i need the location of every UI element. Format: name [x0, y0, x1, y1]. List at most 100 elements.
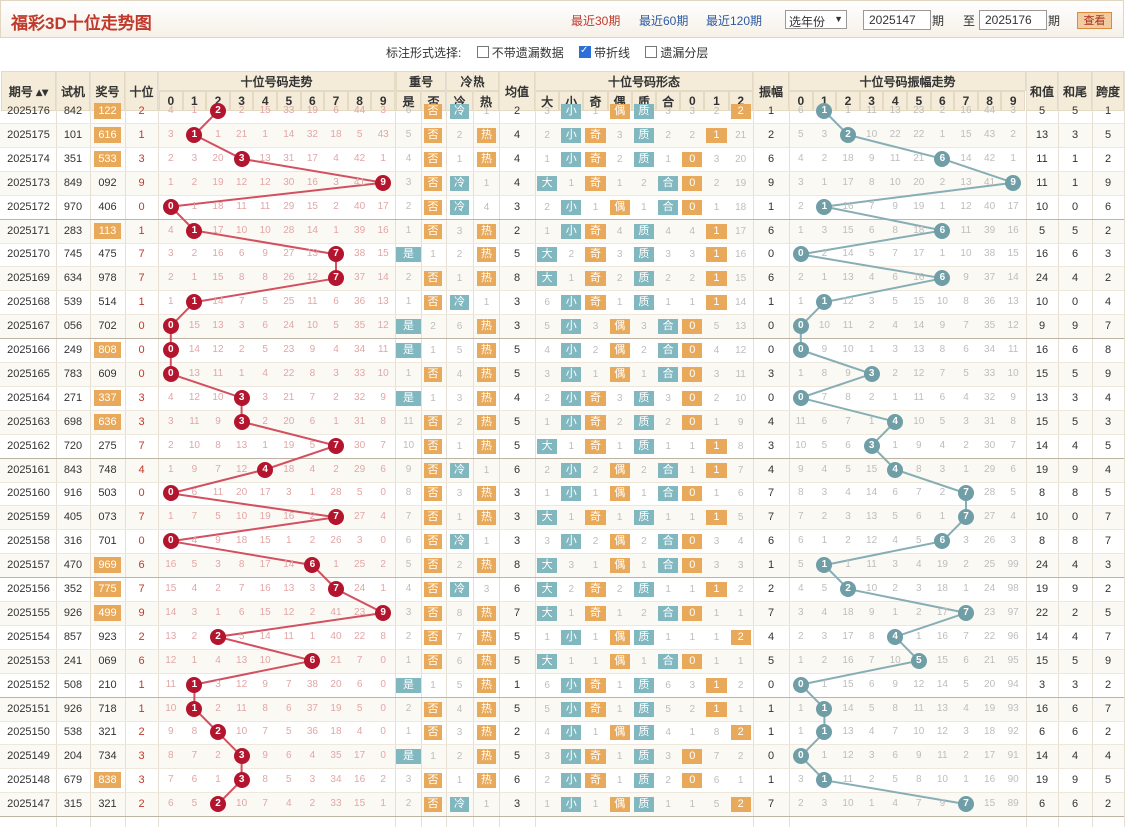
amp-miss: 17: [936, 606, 948, 618]
trend-miss: 9: [215, 415, 221, 427]
amp-miss: 3: [892, 344, 898, 355]
header-amp-digit: 3: [859, 91, 884, 111]
form-composite: 2: [665, 273, 671, 285]
amp-cell: 3: [767, 367, 775, 380]
tail-cell: 5: [1071, 415, 1079, 428]
form-big: 大: [537, 175, 558, 191]
issue-cell: 2025174: [7, 152, 50, 165]
row-divider: [0, 194, 1124, 196]
form-composite: 合: [658, 558, 679, 574]
amp-miss: 2: [963, 750, 969, 762]
header-span: 跨度: [1092, 71, 1124, 111]
ten-cell: 1: [138, 224, 145, 237]
form-prime: 质: [633, 271, 654, 287]
amp-miss: 12: [960, 200, 972, 212]
issue-cell: 2025159: [7, 511, 50, 524]
trial-cell: 857: [63, 630, 83, 643]
form-odd: 1: [592, 106, 599, 117]
tail-cell: 6: [1071, 798, 1079, 811]
trend-miss: 28: [330, 487, 342, 499]
option-polyline[interactable]: 带折线: [579, 44, 630, 61]
repeat-no-cell: 2: [430, 321, 436, 333]
form-r3: 0: [682, 366, 703, 382]
trend-miss: 8: [191, 726, 198, 738]
form-odd: 奇: [585, 295, 606, 311]
form-even: 1: [616, 679, 623, 691]
span-cell: 2: [1104, 678, 1112, 691]
period-to-input[interactable]: 2025176: [979, 10, 1047, 30]
recent-120-link[interactable]: 最近120期: [706, 14, 763, 28]
amp-ball: 6: [934, 270, 951, 287]
checkbox-no-miss[interactable]: [476, 46, 489, 58]
amp-miss: 10: [866, 128, 878, 140]
form-prime: 1: [641, 201, 647, 213]
amp-miss: 11: [913, 702, 924, 714]
trend-miss: 1: [262, 439, 268, 451]
period-from-input[interactable]: 2025147: [863, 10, 931, 30]
header-form-col: 1: [704, 91, 729, 111]
repeat-no-cell: 否: [424, 175, 442, 191]
amp-cell: 6: [767, 224, 775, 237]
form-r3: 13: [735, 321, 747, 333]
amp-miss: 2: [798, 200, 804, 212]
trend-miss: 7: [191, 750, 198, 762]
checkbox-layered[interactable]: [645, 46, 658, 58]
tail-cell: 5: [1071, 105, 1079, 117]
column-divider: [1058, 71, 1059, 827]
amp-miss: 4: [963, 702, 969, 714]
trend-ball: 0: [162, 365, 179, 382]
form-prime: 质: [633, 390, 654, 406]
issue-cell: 2025148: [7, 774, 50, 787]
trend-miss: 16: [306, 176, 318, 188]
year-select[interactable]: 选年份: [785, 10, 847, 29]
trend-miss: 13: [377, 296, 389, 308]
option-no-miss[interactable]: 不带遗漏数据: [476, 44, 564, 61]
recent-30-link[interactable]: 最近30期: [571, 14, 621, 28]
header-trend-digit: 9: [371, 91, 395, 111]
amp-miss: 36: [984, 296, 996, 308]
form-r3: 1: [706, 438, 727, 454]
prize-cell: 122: [94, 103, 121, 119]
trend-miss: 0: [380, 702, 386, 714]
amp-miss: 1: [963, 774, 969, 786]
amp-miss: 3: [821, 630, 828, 642]
form-composite: 合: [658, 199, 679, 215]
form-small: 小: [561, 295, 582, 311]
form-r3: 2: [737, 751, 744, 763]
amp-miss: 9: [821, 344, 828, 355]
recent-60-link[interactable]: 最近60期: [639, 14, 689, 28]
row-divider: [0, 457, 1124, 459]
tail-cell: 2: [1071, 606, 1079, 619]
repeat-yes-cell: 2: [405, 798, 412, 810]
prize-cell: 092: [98, 176, 117, 189]
trend-miss: 5: [286, 774, 292, 786]
checkbox-polyline[interactable]: [579, 45, 592, 58]
repeat-yes-cell: 10: [402, 439, 415, 451]
amp-miss: 9: [916, 750, 922, 762]
cold-cell: 冷: [450, 582, 469, 597]
ten-cell: 9: [138, 176, 145, 189]
form-small: 小: [561, 749, 582, 765]
repeat-no-cell: 否: [424, 151, 442, 167]
view-button[interactable]: 查看: [1077, 12, 1112, 29]
issue-cell: 2025149: [7, 750, 50, 763]
trend-miss: 23: [283, 344, 295, 355]
form-prime: 质: [633, 104, 654, 119]
cold-cell: 3: [456, 488, 463, 500]
option-layered[interactable]: 遗漏分层: [645, 44, 708, 61]
amp-cell: 4: [767, 630, 775, 643]
amp-miss: 23: [984, 606, 996, 618]
amp-ball: 0: [792, 318, 809, 335]
amp-miss: 22: [984, 630, 996, 642]
trend-miss: 5: [333, 320, 339, 332]
amp-miss: 11: [960, 224, 972, 236]
ten-cell: 7: [138, 248, 145, 261]
trial-cell: 849: [63, 176, 83, 189]
span-cell: 3: [1104, 559, 1112, 572]
trend-miss: 4: [262, 367, 268, 379]
row-divider: [0, 481, 1124, 483]
form-r3: 5: [737, 512, 744, 524]
form-composite: 3: [665, 392, 671, 404]
trend-miss: 2: [191, 630, 198, 642]
tail-cell: 0: [1071, 511, 1079, 524]
